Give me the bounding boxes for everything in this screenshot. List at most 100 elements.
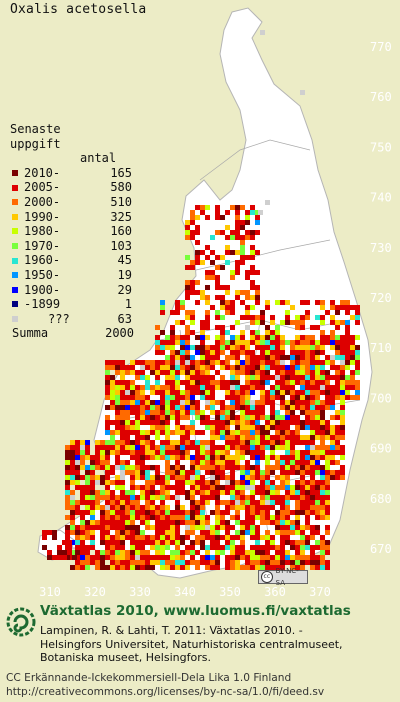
record-cell	[230, 435, 235, 440]
record-cell	[250, 470, 255, 475]
record-cell	[70, 505, 75, 510]
record-cell	[240, 465, 245, 470]
record-cell	[200, 295, 205, 300]
record-cell	[250, 270, 255, 275]
record-cell	[245, 530, 250, 535]
record-cell	[185, 475, 190, 480]
record-cell	[240, 490, 245, 495]
record-cell	[340, 390, 345, 395]
record-cell	[120, 490, 125, 495]
record-cell	[140, 550, 145, 555]
record-cell	[325, 335, 330, 340]
record-cell	[245, 415, 250, 420]
record-cell	[120, 515, 125, 520]
record-cell	[280, 465, 285, 470]
record-cell	[195, 300, 200, 305]
record-cell	[220, 300, 225, 305]
record-cell	[270, 335, 275, 340]
record-cell	[105, 385, 110, 390]
record-cell	[255, 365, 260, 370]
license-link[interactable]: http://creativecommons.org/licenses/by-n…	[6, 685, 325, 698]
record-cell	[130, 510, 135, 515]
record-cell	[215, 560, 220, 565]
record-cell	[185, 560, 190, 565]
record-cell	[260, 455, 265, 460]
record-cell	[260, 380, 265, 385]
record-cell	[275, 500, 280, 505]
record-cell	[345, 365, 350, 370]
record-cell	[190, 230, 195, 235]
record-cell	[240, 485, 245, 490]
record-cell	[165, 410, 170, 415]
record-cell	[250, 350, 255, 355]
record-cell	[270, 360, 275, 365]
record-cell	[315, 420, 320, 425]
record-cell	[230, 395, 235, 400]
record-cell	[245, 325, 250, 330]
record-cell	[240, 405, 245, 410]
record-cell	[170, 475, 175, 480]
record-cell	[255, 450, 260, 455]
record-cell	[210, 565, 215, 570]
record-cell	[205, 360, 210, 365]
record-cell	[210, 475, 215, 480]
record-cell	[320, 540, 325, 545]
record-cell	[125, 530, 130, 535]
record-cell	[205, 550, 210, 555]
record-cell	[250, 370, 255, 375]
record-cell	[240, 395, 245, 400]
record-cell	[155, 520, 160, 525]
record-cell	[150, 400, 155, 405]
record-cell	[225, 560, 230, 565]
record-cell	[300, 500, 305, 505]
record-cell	[130, 470, 135, 475]
record-cell	[340, 355, 345, 360]
record-cell	[220, 430, 225, 435]
cc-license-badge[interactable]: cc BY-NC-SA	[258, 567, 308, 587]
record-cell	[120, 560, 125, 565]
record-cell	[215, 535, 220, 540]
record-cell	[320, 555, 325, 560]
record-cell	[115, 455, 120, 460]
record-cell	[230, 515, 235, 520]
record-cell	[310, 325, 315, 330]
record-cell	[240, 250, 245, 255]
record-cell	[205, 215, 210, 220]
record-cell	[245, 355, 250, 360]
record-cell	[300, 550, 305, 555]
record-cell	[265, 400, 270, 405]
record-cell	[80, 545, 85, 550]
record-cell	[295, 555, 300, 560]
record-cell	[275, 390, 280, 395]
record-cell	[190, 560, 195, 565]
record-cell	[195, 470, 200, 475]
record-cell	[160, 390, 165, 395]
record-cell	[325, 310, 330, 315]
record-cell	[285, 465, 290, 470]
record-cell	[305, 525, 310, 530]
record-cell	[280, 385, 285, 390]
record-cell	[190, 355, 195, 360]
record-cell	[120, 470, 125, 475]
record-cell	[220, 520, 225, 525]
record-cell	[165, 425, 170, 430]
distribution-map: 310 320 330 340 350 360 370 770760750740730720…	[37, 7, 392, 599]
record-cell	[175, 490, 180, 495]
record-cell	[270, 555, 275, 560]
record-cell	[320, 440, 325, 445]
record-cell	[265, 355, 270, 360]
record-cell	[290, 435, 295, 440]
record-cell	[90, 530, 95, 535]
record-cell	[130, 545, 135, 550]
record-cell	[355, 315, 360, 320]
record-cell	[85, 480, 90, 485]
record-cell	[230, 460, 235, 465]
record-cell	[300, 380, 305, 385]
record-cell	[215, 520, 220, 525]
cc-icon: cc	[261, 571, 273, 583]
record-cell	[190, 510, 195, 515]
record-cell	[275, 545, 280, 550]
record-cell	[175, 525, 180, 530]
record-cell	[280, 470, 285, 475]
license: CC Erkännande-Ickekommersiell-Dela Lika …	[6, 672, 324, 699]
